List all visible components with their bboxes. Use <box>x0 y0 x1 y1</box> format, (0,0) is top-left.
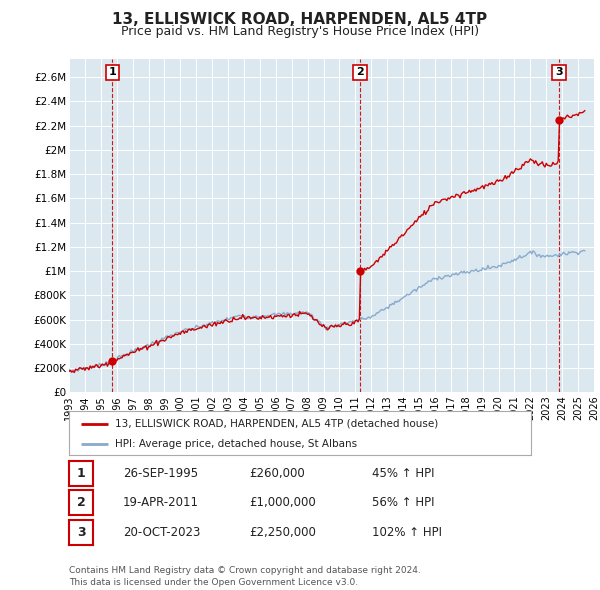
Text: 1: 1 <box>77 467 85 480</box>
Text: 13, ELLISWICK ROAD, HARPENDEN, AL5 4TP: 13, ELLISWICK ROAD, HARPENDEN, AL5 4TP <box>112 12 488 27</box>
Text: Contains HM Land Registry data © Crown copyright and database right 2024.
This d: Contains HM Land Registry data © Crown c… <box>69 566 421 587</box>
Text: 45% ↑ HPI: 45% ↑ HPI <box>372 467 434 480</box>
Text: £1,000,000: £1,000,000 <box>249 496 316 509</box>
Text: Price paid vs. HM Land Registry's House Price Index (HPI): Price paid vs. HM Land Registry's House … <box>121 25 479 38</box>
Text: 102% ↑ HPI: 102% ↑ HPI <box>372 526 442 539</box>
Text: 1: 1 <box>109 67 116 77</box>
Text: 56% ↑ HPI: 56% ↑ HPI <box>372 496 434 509</box>
Text: 3: 3 <box>77 526 85 539</box>
Text: 3: 3 <box>555 67 563 77</box>
Text: 20-OCT-2023: 20-OCT-2023 <box>123 526 200 539</box>
Text: 26-SEP-1995: 26-SEP-1995 <box>123 467 198 480</box>
Text: 2: 2 <box>77 496 85 509</box>
Text: 19-APR-2011: 19-APR-2011 <box>123 496 199 509</box>
Text: HPI: Average price, detached house, St Albans: HPI: Average price, detached house, St A… <box>115 440 358 450</box>
Text: £260,000: £260,000 <box>249 467 305 480</box>
Text: 2: 2 <box>356 67 364 77</box>
Text: £2,250,000: £2,250,000 <box>249 526 316 539</box>
Text: 13, ELLISWICK ROAD, HARPENDEN, AL5 4TP (detached house): 13, ELLISWICK ROAD, HARPENDEN, AL5 4TP (… <box>115 419 439 428</box>
